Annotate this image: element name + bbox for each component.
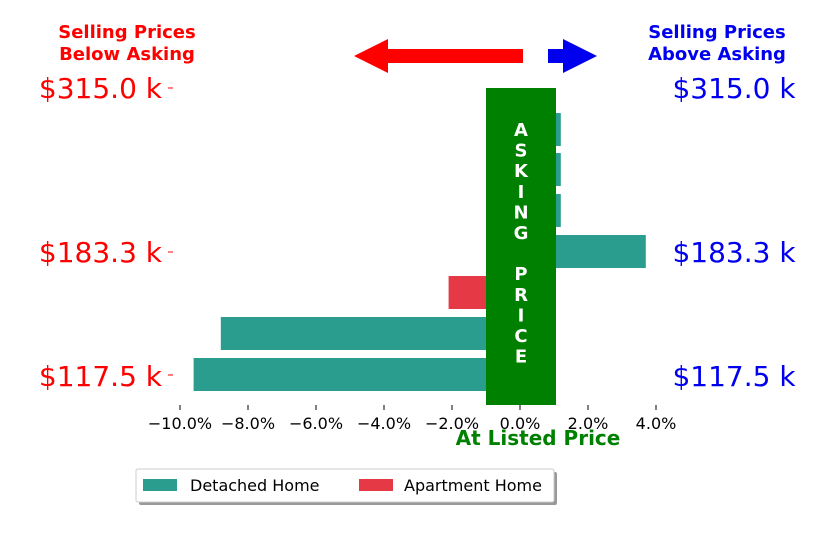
legend-label-apartment: Apartment Home bbox=[404, 476, 542, 495]
right-price-label-mid: $183.3 k bbox=[672, 236, 796, 269]
left-arrow-icon bbox=[354, 39, 523, 73]
left-header-line2: Below Asking bbox=[59, 44, 195, 65]
asking-price-band bbox=[486, 88, 556, 405]
left-header-line1: Selling Prices bbox=[58, 22, 195, 43]
asking-price-letter: G bbox=[514, 223, 529, 244]
x-tick-label: 2.0% bbox=[568, 414, 609, 433]
asking-price-letter: E bbox=[515, 347, 527, 368]
asking-price-letter: P bbox=[514, 264, 527, 285]
legend-swatch-detached bbox=[143, 479, 177, 491]
x-axis-label: At Listed Price bbox=[456, 426, 621, 450]
asking-price-letter: R bbox=[514, 285, 528, 306]
right-price-label-bottom: $117.5 k bbox=[672, 360, 796, 393]
left-price-label-bottom: $117.5 k bbox=[39, 360, 163, 393]
bars-group bbox=[193, 113, 646, 391]
asking-price-letter: K bbox=[514, 161, 529, 182]
x-tick-label: −6.0% bbox=[289, 414, 343, 433]
left-price-label-top: $315.0 k bbox=[39, 72, 163, 105]
right-header-line1: Selling Prices bbox=[648, 22, 785, 43]
right-price-label-top: $315.0 k bbox=[672, 72, 796, 105]
x-tick-label: −2.0% bbox=[425, 414, 479, 433]
x-tick-label: 0.0% bbox=[500, 414, 541, 433]
bar-detached-6 bbox=[193, 358, 520, 391]
x-tick-label: −10.0% bbox=[148, 414, 212, 433]
bar-detached-5 bbox=[220, 317, 521, 350]
asking-price-letter: I bbox=[518, 305, 525, 326]
x-tick-label: −4.0% bbox=[357, 414, 411, 433]
legend: Detached Home Apartment Home bbox=[135, 468, 557, 505]
asking-price-letter: A bbox=[514, 120, 528, 141]
asking-price-letter: C bbox=[514, 326, 527, 347]
right-arrow-icon bbox=[548, 39, 597, 73]
x-tick-label: 4.0% bbox=[636, 414, 677, 433]
asking-price-letter: S bbox=[515, 141, 528, 162]
x-axis: −10.0% −8.0% −6.0% −4.0% −2.0% 0.0% 2.0% 4.0% bbox=[148, 405, 676, 433]
right-header-line2: Above Asking bbox=[648, 44, 786, 65]
legend-label-detached: Detached Home bbox=[190, 476, 320, 495]
legend-swatch-apartment bbox=[359, 479, 393, 491]
asking-price-letter: N bbox=[513, 202, 528, 223]
left-price-label-mid: $183.3 k bbox=[39, 236, 163, 269]
x-tick-label: −8.0% bbox=[221, 414, 275, 433]
asking-price-letter: I bbox=[518, 182, 525, 203]
